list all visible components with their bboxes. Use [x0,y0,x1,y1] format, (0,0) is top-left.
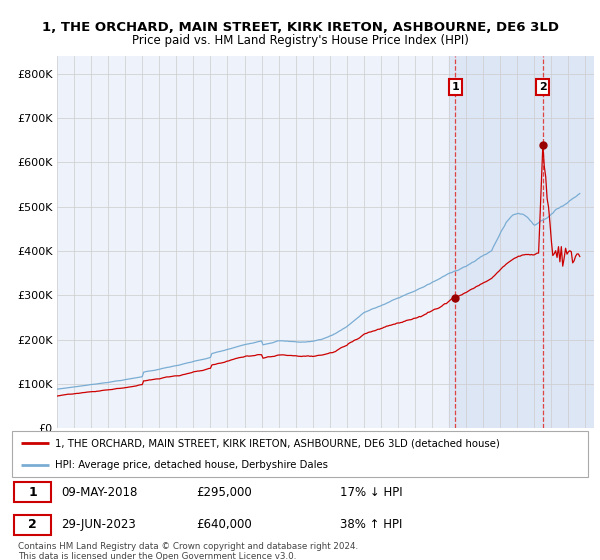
Text: 29-JUN-2023: 29-JUN-2023 [61,519,136,531]
Text: Price paid vs. HM Land Registry's House Price Index (HPI): Price paid vs. HM Land Registry's House … [131,34,469,46]
FancyBboxPatch shape [14,515,51,535]
Text: 2: 2 [539,82,547,92]
Text: 17% ↓ HPI: 17% ↓ HPI [340,486,403,498]
Text: HPI: Average price, detached house, Derbyshire Dales: HPI: Average price, detached house, Derb… [55,460,328,470]
Text: 1: 1 [451,82,459,92]
Text: £640,000: £640,000 [196,519,252,531]
Bar [449,56,594,428]
Text: 1: 1 [28,486,37,498]
FancyBboxPatch shape [14,482,51,502]
Text: 09-MAY-2018: 09-MAY-2018 [61,486,137,498]
Text: 1, THE ORCHARD, MAIN STREET, KIRK IRETON, ASHBOURNE, DE6 3LD: 1, THE ORCHARD, MAIN STREET, KIRK IRETON… [41,21,559,34]
Text: £295,000: £295,000 [196,486,252,498]
Text: Contains HM Land Registry data © Crown copyright and database right 2024.
This d: Contains HM Land Registry data © Crown c… [18,542,358,560]
Text: 2: 2 [28,519,37,531]
Text: 1, THE ORCHARD, MAIN STREET, KIRK IRETON, ASHBOURNE, DE6 3LD (detached house): 1, THE ORCHARD, MAIN STREET, KIRK IRETON… [55,438,500,448]
Text: 38% ↑ HPI: 38% ↑ HPI [340,519,403,531]
